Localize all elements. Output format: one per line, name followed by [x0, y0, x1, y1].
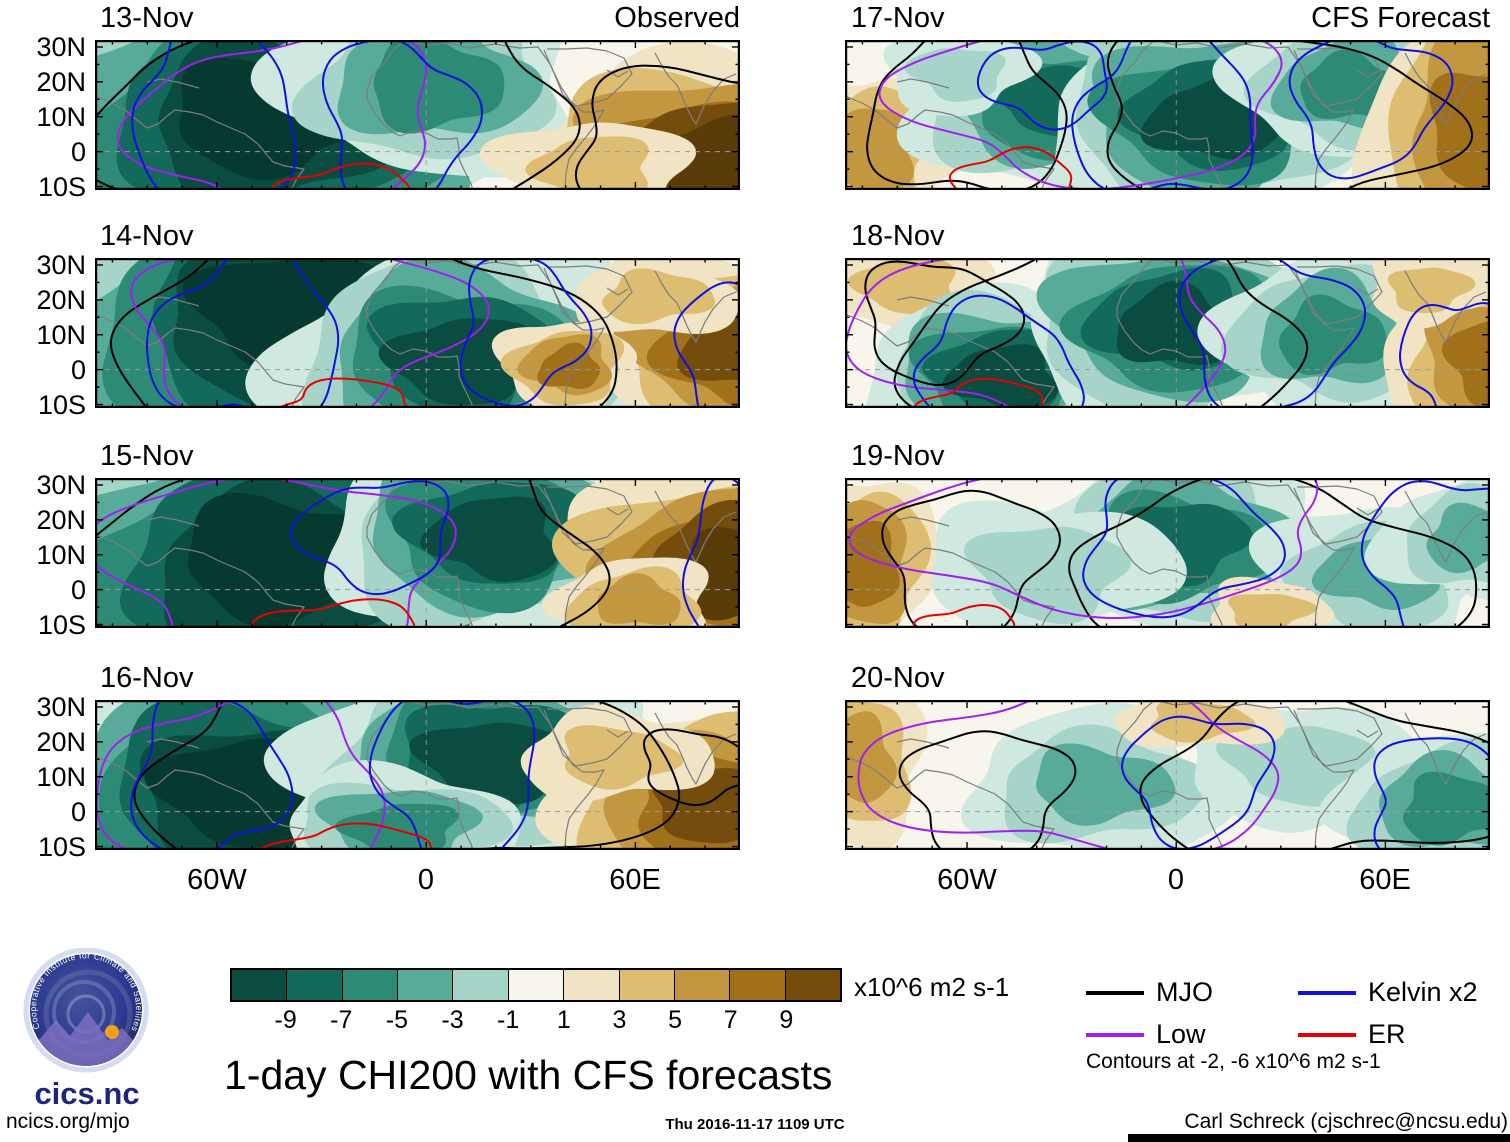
x-tick-label-60e: 60E — [609, 864, 661, 896]
y-tick-label-0: 0 — [70, 137, 86, 167]
figure-title: 1-day CHI200 with CFS forecasts — [224, 1052, 833, 1098]
colorbar-tick-label: 3 — [612, 1006, 627, 1034]
y-tick-label-10s: 10S — [37, 171, 86, 202]
panel-date-19nov: 19-Nov — [851, 440, 945, 472]
colorbar-cell-2 — [342, 970, 399, 1000]
map-panel-observed-14nov — [95, 258, 740, 408]
colorbar-cell-5 — [508, 970, 565, 1000]
colorbar-cell-0 — [232, 970, 288, 1000]
panel-date-14nov: 14-Nov — [100, 220, 194, 252]
colorbar — [230, 968, 842, 1002]
colorbar-cell-9 — [730, 970, 786, 1000]
y-tick-label-10n: 10N — [36, 540, 86, 570]
x-tick-label-60e: 60E — [1359, 864, 1411, 896]
panel-date-15nov: 15-Nov — [100, 440, 194, 472]
y-tick-label-20n: 20N — [36, 67, 86, 97]
colorbar-tick-label: -5 — [385, 1006, 409, 1034]
map-panel-observed-16nov — [95, 700, 740, 850]
y-tick-label-30n: 30N — [36, 32, 86, 62]
x-tick-label-60w: 60W — [937, 864, 997, 896]
y-tick-label-30n: 30N — [36, 470, 86, 500]
y-tick-label-20n: 20N — [36, 505, 86, 535]
y-tick-label-10n: 10N — [36, 102, 86, 132]
footer-timestamp: Thu 2016-11-17 1109 UTC — [665, 1116, 845, 1133]
colorbar-cell-3 — [398, 970, 454, 1000]
legend-label-kelvin-x2: Kelvin x2 — [1368, 977, 1478, 1007]
map-panel-forecast-20nov — [845, 700, 1490, 850]
legend-line-kelvin-x2-icon — [1298, 991, 1356, 995]
x-tick-label-60w: 60W — [187, 864, 247, 896]
cfs-forecast-header: CFS Forecast — [1311, 2, 1490, 34]
y-tick-label-0: 0 — [70, 355, 86, 385]
panel-date-16nov: 16-Nov — [100, 662, 194, 694]
colorbar-tick-label: -1 — [497, 1006, 520, 1034]
y-tick-label-10s: 10S — [37, 609, 86, 640]
y-tick-label-10n: 10N — [36, 762, 86, 792]
panel-date-17nov: 17-Nov — [851, 2, 945, 34]
legend-label-mjo: MJO — [1156, 977, 1213, 1007]
colorbar-units: x10^6 m2 s-1 — [854, 972, 1010, 1002]
colorbar-cell-1 — [287, 970, 343, 1000]
colorbar-cell-10 — [785, 970, 840, 1000]
colorbar-tick-label: -7 — [330, 1006, 353, 1034]
colorbar-tick-label: 7 — [723, 1006, 738, 1034]
y-tick-label-10n: 10N — [36, 320, 86, 350]
colorbar-tick-label: 9 — [779, 1006, 794, 1034]
colorbar-tick-label: 1 — [556, 1006, 571, 1034]
y-tick-label-10s: 10S — [37, 389, 86, 420]
y-tick-label-0: 0 — [70, 797, 86, 827]
observed-header: Observed — [614, 2, 740, 34]
legend-line-mjo-icon — [1086, 991, 1144, 995]
colorbar-tick-label: -9 — [274, 1006, 297, 1034]
colorbar-cell-8 — [674, 970, 731, 1000]
y-tick-label-20n: 20N — [36, 727, 86, 757]
panel-date-20nov: 20-Nov — [851, 662, 945, 694]
legend-label-low: Low — [1156, 1019, 1206, 1049]
y-tick-label-30n: 30N — [36, 692, 86, 722]
colorbar-cell-7 — [619, 970, 675, 1000]
map-panel-forecast-17nov — [845, 40, 1490, 190]
logo-wordmark: cics.nc — [34, 1076, 140, 1111]
legend-label-er: ER — [1368, 1019, 1406, 1049]
x-tick-label-0: 0 — [1167, 864, 1185, 896]
colorbar-cell-6 — [564, 970, 620, 1000]
footer-url: ncics.org/mjo — [6, 1110, 130, 1133]
y-tick-label-10s: 10S — [37, 831, 86, 862]
panel-date-13nov: 13-Nov — [100, 2, 194, 34]
colorbar-tick-label: 5 — [668, 1006, 683, 1034]
y-tick-label-0: 0 — [70, 575, 86, 605]
cics-logo-icon: Cooperative Institute for Climate and Sa… — [23, 948, 149, 1073]
legend-line-er-icon — [1298, 1033, 1356, 1037]
map-panel-forecast-18nov — [845, 258, 1490, 408]
x-tick-label-0: 0 — [417, 864, 435, 896]
colorbar-tick-label: -3 — [441, 1006, 464, 1034]
panel-date-18nov: 18-Nov — [851, 220, 945, 252]
map-panel-observed-15nov — [95, 478, 740, 628]
map-panel-forecast-19nov — [845, 478, 1490, 628]
bottom-black-bar — [1128, 1134, 1510, 1142]
footer-author: Carl Schreck (cjschrec@ncsu.edu) — [1184, 1110, 1508, 1133]
legend-line-low-icon — [1086, 1033, 1144, 1037]
contour-note: Contours at -2, -6 x10^6 m2 s-1 — [1086, 1050, 1381, 1073]
colorbar-cell-4 — [453, 970, 509, 1000]
y-tick-label-20n: 20N — [36, 285, 86, 315]
map-panel-observed-13nov — [95, 40, 740, 190]
y-tick-label-30n: 30N — [36, 250, 86, 280]
